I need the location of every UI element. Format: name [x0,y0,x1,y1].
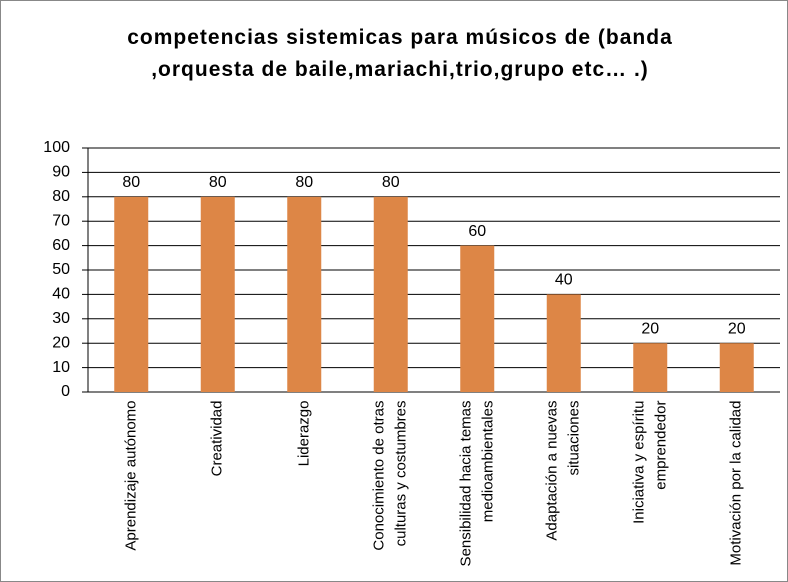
y-tick-label: 80 [52,188,70,205]
value-label: 60 [468,223,486,240]
y-tick-label: 50 [52,261,70,278]
value-label: 20 [641,320,659,337]
value-label: 80 [382,174,400,191]
bar [373,196,408,392]
bar [200,196,235,392]
y-tick-label: 10 [52,359,70,376]
value-label: 80 [122,174,140,191]
bar [719,343,754,392]
x-tick-label: Motivación por la calidad [727,400,745,566]
y-tick-label: 40 [52,286,70,303]
bar [287,196,322,392]
y-tick-label: 70 [52,212,70,229]
bar [114,196,149,392]
y-tick-label: 100 [43,139,70,156]
x-tick-label: Adaptación a nuevas situaciones [543,400,583,541]
y-tick-label: 30 [52,310,70,327]
value-label: 20 [728,320,746,337]
chart-title: competencias sistemicas para músicos de … [127,26,673,81]
bar [633,343,668,392]
value-label: 80 [295,174,313,191]
value-label: 40 [555,272,573,289]
x-tick-label: Liderazgo [295,400,313,467]
y-tick-label: 20 [52,334,70,351]
x-tick-label: Iniciativa y espíritu emprendedor [630,400,670,524]
y-tick-label: 60 [52,237,70,254]
bar [546,294,581,392]
x-tick-label: Aprendizaje autónomo [122,400,140,551]
bar [460,245,495,392]
y-tick-label: 0 [61,383,70,400]
value-label: 80 [209,174,227,191]
x-tick-label: Conocimiento de otras culturas y costumb… [370,400,410,551]
x-tick-label: Sensibilidad hacia temas medioambientale… [457,400,497,567]
y-tick-label: 90 [52,164,70,181]
x-tick-label: Creatividad [208,400,226,477]
